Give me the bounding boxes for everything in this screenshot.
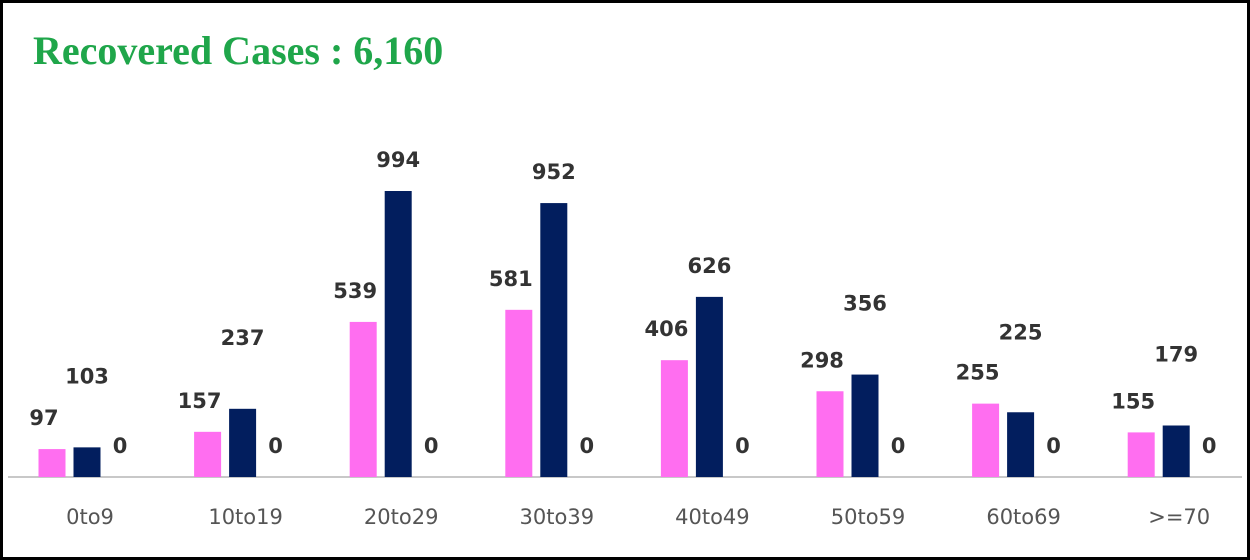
- bar: [349, 321, 377, 477]
- x-tick-label: 60to69: [986, 505, 1061, 529]
- data-label: 0: [1202, 434, 1217, 458]
- data-label: 0: [891, 434, 906, 458]
- chart-title: Recovered Cases : 6,160: [33, 28, 443, 73]
- bar: [851, 374, 879, 477]
- bar: [194, 431, 222, 477]
- x-tick-label: 20to29: [364, 505, 439, 529]
- bar: [505, 309, 533, 477]
- data-label: 0: [1046, 434, 1061, 458]
- data-label: 0: [424, 434, 439, 458]
- data-label: 0: [268, 434, 283, 458]
- data-label: 255: [956, 361, 1000, 385]
- x-tick-label: 50to59: [831, 505, 906, 529]
- x-tick-label: 40to49: [675, 505, 750, 529]
- bar: [972, 403, 1000, 477]
- data-label: 179: [1154, 342, 1198, 366]
- x-tick-label: 30to39: [520, 505, 595, 529]
- bar: [1162, 425, 1190, 477]
- bar: [38, 449, 66, 477]
- bar: [384, 191, 412, 477]
- data-label: 103: [65, 364, 109, 388]
- data-label: 0: [579, 434, 594, 458]
- bar: [695, 296, 723, 477]
- data-label: 237: [221, 326, 265, 350]
- data-label: 626: [687, 254, 731, 278]
- data-label: 539: [333, 279, 377, 303]
- data-label: 356: [843, 292, 887, 316]
- data-label: 952: [532, 160, 576, 184]
- bar: [229, 408, 257, 477]
- data-label: 581: [489, 267, 533, 291]
- bar: [1127, 432, 1155, 477]
- bar: [73, 447, 101, 477]
- data-label: 0: [735, 434, 750, 458]
- data-label: 0: [113, 434, 128, 458]
- bar: [540, 203, 568, 477]
- x-tick-label: 10to19: [208, 505, 283, 529]
- data-label: 155: [1111, 389, 1155, 413]
- data-label: 97: [29, 406, 58, 430]
- data-label: 225: [999, 321, 1043, 345]
- data-label: 994: [376, 148, 420, 172]
- data-label: 298: [800, 348, 844, 372]
- x-tick-label: >=70: [1148, 505, 1210, 529]
- data-label: 157: [178, 389, 222, 413]
- bar: [1007, 412, 1035, 477]
- bar: [660, 360, 688, 477]
- x-tick-label: 0to9: [66, 505, 114, 529]
- data-label: 406: [644, 317, 688, 341]
- bar: [816, 391, 844, 477]
